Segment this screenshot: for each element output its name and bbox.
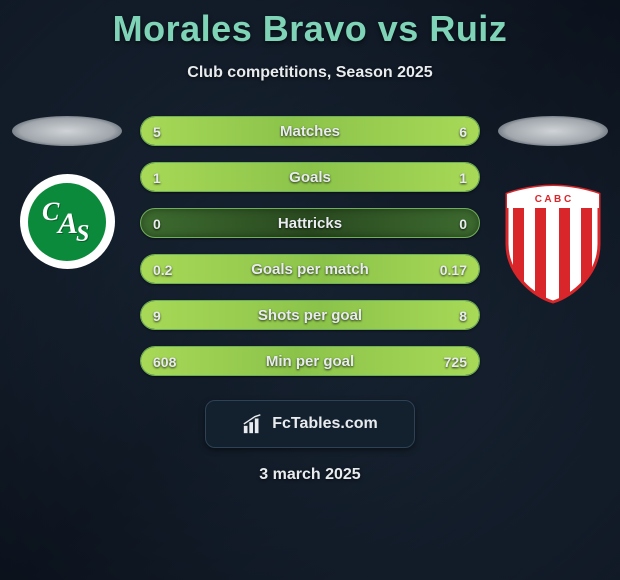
branding-text: FcTables.com bbox=[272, 415, 378, 433]
date-label: 3 march 2025 bbox=[0, 466, 620, 484]
left-player-column: C A S bbox=[12, 116, 122, 269]
stat-value-right: 6 bbox=[459, 117, 467, 146]
stat-value-left: 5 bbox=[153, 117, 161, 146]
player-photo-right bbox=[498, 116, 608, 146]
stat-value-right: 1 bbox=[459, 163, 467, 192]
stat-bar: 5Matches6 bbox=[140, 116, 480, 146]
branding-badge: FcTables.com bbox=[205, 400, 415, 448]
stat-value-left: 9 bbox=[153, 301, 161, 330]
bar-chart-icon bbox=[242, 413, 264, 435]
stat-value-left: 1 bbox=[153, 163, 161, 192]
stat-value-right: 8 bbox=[459, 301, 467, 330]
stat-bar: 9Shots per goal8 bbox=[140, 300, 480, 330]
stat-fill-right bbox=[293, 117, 479, 145]
stat-value-right: 0 bbox=[459, 209, 467, 238]
stat-bar: 608Min per goal725 bbox=[140, 346, 480, 376]
stat-fill-left bbox=[141, 117, 293, 145]
stat-fill-left bbox=[141, 301, 320, 329]
svg-text:C A B C: C A B C bbox=[535, 194, 571, 205]
stat-value-right: 725 bbox=[444, 347, 467, 376]
comparison-row: C A S 5Matches6 1Goals1 0Hattricks0 0.2Goal… bbox=[0, 116, 620, 376]
stat-label: Hattricks bbox=[141, 209, 479, 238]
shield-letter: S bbox=[76, 221, 89, 248]
stat-bar: 1Goals1 bbox=[140, 162, 480, 192]
club-shield-right: C A B C bbox=[503, 184, 603, 304]
shield-letter: A bbox=[58, 207, 78, 241]
stat-value-left: 0.2 bbox=[153, 255, 172, 284]
stat-bar: 0Hattricks0 bbox=[140, 208, 480, 238]
stat-value-left: 608 bbox=[153, 347, 176, 376]
page-title: Morales Bravo vs Ruiz bbox=[0, 8, 620, 50]
club-shield-left: C A S bbox=[20, 174, 115, 269]
stats-column: 5Matches6 1Goals1 0Hattricks0 0.2Goals per … bbox=[140, 116, 480, 376]
subtitle: Club competitions, Season 2025 bbox=[0, 64, 620, 82]
stat-value-left: 0 bbox=[153, 209, 161, 238]
stat-bar: 0.2Goals per match0.17 bbox=[140, 254, 480, 284]
player-photo-left bbox=[12, 116, 122, 146]
right-player-column: C A B C bbox=[498, 116, 608, 304]
stat-fill-left bbox=[141, 163, 310, 191]
stat-fill-right bbox=[320, 301, 479, 329]
stat-fill-right bbox=[310, 163, 479, 191]
shield-letter: C bbox=[42, 197, 59, 227]
stat-value-right: 0.17 bbox=[440, 255, 467, 284]
